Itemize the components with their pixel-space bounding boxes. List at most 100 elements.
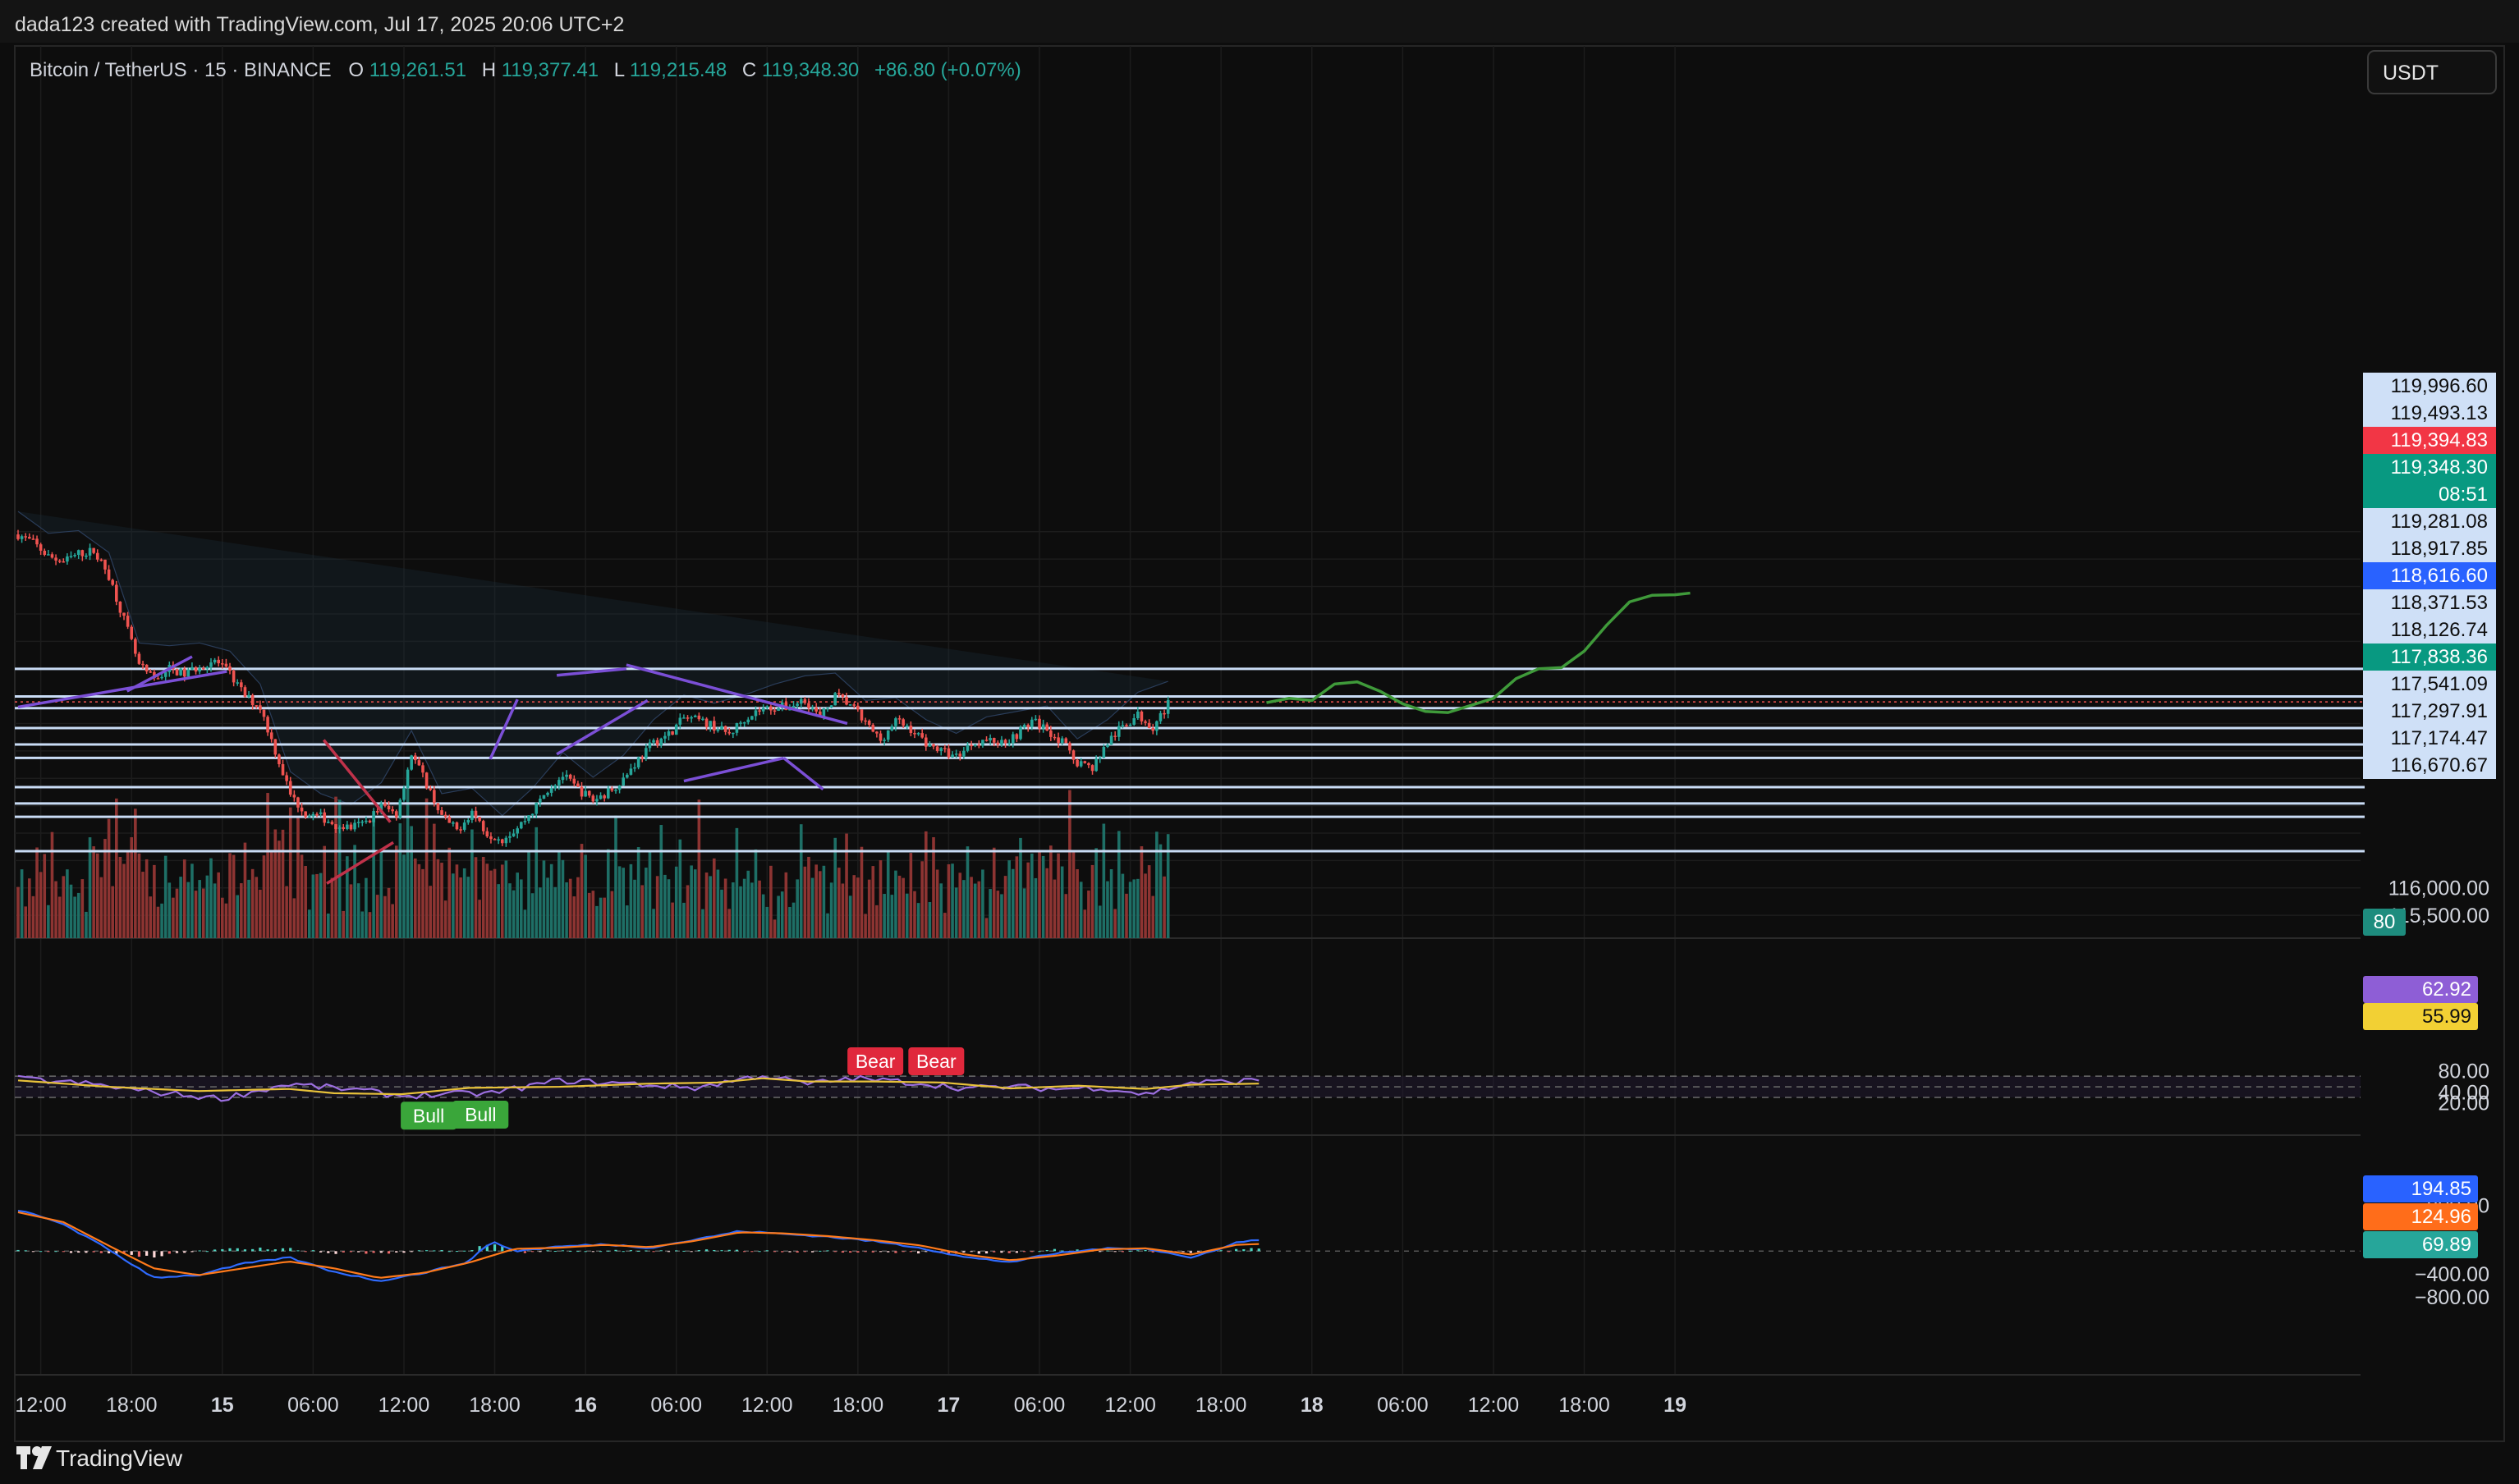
volume-bar: [156, 906, 160, 938]
candle-body: [1140, 711, 1144, 721]
candle-body: [697, 715, 701, 720]
volume-bar: [845, 833, 848, 938]
volume-bar: [810, 877, 814, 938]
trendline[interactable]: [326, 840, 394, 885]
horizontal-levels[interactable]: [15, 667, 2365, 853]
price-label-box: [2363, 427, 2496, 454]
candle-body: [897, 718, 902, 720]
trendline[interactable]: [782, 757, 824, 790]
symbol-legend[interactable]: Bitcoin / TetherUS · 15 · BINANCE O 119,…: [30, 59, 1021, 81]
candle-body: [342, 827, 346, 829]
volume-bar: [886, 850, 890, 938]
volume-bar: [31, 895, 35, 938]
volume-bar: [1132, 879, 1136, 938]
projection-path[interactable]: [1266, 591, 1691, 714]
trendline[interactable]: [683, 756, 784, 783]
volume-bar: [704, 873, 709, 938]
volume-bar: [807, 856, 810, 938]
trendline[interactable]: [556, 698, 649, 756]
candle-body: [447, 817, 452, 823]
trendlines[interactable]: [17, 655, 848, 885]
volume-bar: [1000, 894, 1003, 938]
volume-bar: [88, 837, 92, 938]
macd-histogram-bar: [652, 1251, 655, 1253]
projection-line[interactable]: [1266, 591, 1691, 714]
volume-bar: [561, 859, 565, 938]
macd-histogram-bar: [334, 1251, 337, 1254]
candle-body: [591, 795, 595, 802]
macd-histogram-bar: [697, 1250, 700, 1252]
volume-bar: [379, 849, 383, 938]
time-tick-label: 12:00: [1468, 1394, 1520, 1417]
candle-body: [686, 717, 690, 719]
volume-bar: [141, 872, 145, 938]
macd-histogram-bar: [130, 1251, 133, 1255]
candle-body: [822, 708, 826, 717]
candle-body: [391, 809, 394, 812]
volume-bar: [837, 868, 841, 938]
volume-bar: [916, 903, 920, 938]
candle-body: [648, 742, 652, 749]
macd-tick-label: −400.00: [2415, 1263, 2489, 1286]
currency-button[interactable]: USDT: [2367, 50, 2497, 94]
candle-body: [466, 819, 470, 823]
candle-body: [323, 812, 327, 823]
volume-bar: [481, 856, 485, 938]
volume-bar: [413, 858, 417, 938]
candle-body: [1166, 699, 1170, 714]
macd-histogram-bar: [1015, 1251, 1018, 1253]
trendline[interactable]: [626, 663, 848, 726]
tradingview-footer[interactable]: TradingView: [16, 1445, 183, 1471]
volume-bar: [327, 914, 330, 938]
trendline[interactable]: [17, 670, 227, 709]
volume-bar: [1015, 856, 1019, 938]
macd-histogram-bar: [962, 1251, 966, 1253]
price-label-text: 119,493.13: [2391, 402, 2488, 424]
volume-bar: [130, 837, 134, 938]
volume-bar: [1144, 873, 1147, 938]
volume-bar: [433, 823, 436, 938]
macd-histogram-bar: [425, 1250, 429, 1252]
volume-bar: [633, 879, 636, 938]
trendline[interactable]: [322, 739, 392, 823]
volume-bar: [822, 865, 826, 938]
volume-bar: [1076, 869, 1079, 938]
trendline[interactable]: [556, 666, 627, 677]
candle-body: [478, 817, 481, 822]
macd-histogram-bar: [1136, 1250, 1140, 1252]
candle-body: [379, 803, 383, 813]
macd-histogram-bar: [289, 1248, 292, 1252]
candle-body: [1155, 721, 1159, 731]
volume-bar: [209, 858, 213, 938]
volume-bar: [818, 871, 822, 938]
candle-body: [652, 740, 655, 743]
candle-body: [883, 740, 886, 741]
candle-body: [24, 536, 28, 538]
macd-histogram-bar: [584, 1251, 587, 1253]
candle-body: [568, 774, 572, 779]
candle-body: [217, 659, 220, 664]
volume-bar: [648, 852, 652, 938]
volume-bar: [134, 808, 137, 938]
macd-histogram-bar: [576, 1251, 580, 1253]
candle-body: [769, 706, 773, 711]
candle-body: [599, 795, 603, 799]
candle-body: [1136, 711, 1140, 719]
candle-body: [470, 810, 474, 820]
candle-body: [920, 733, 924, 738]
trendline[interactable]: [126, 655, 193, 693]
candle-body: [894, 718, 897, 726]
macd-histogram-bar: [758, 1251, 761, 1253]
candle-body: [346, 824, 349, 829]
price-label-box: [2363, 589, 2496, 616]
time-axis[interactable]: 12:00 18:00 15 06:00 12:00 18:00 16 06:00 12:00 1…: [15, 1394, 1686, 1417]
volume-bar: [402, 854, 406, 938]
macd-histogram-bar: [629, 1250, 633, 1252]
price-label-text: 08:51: [2439, 483, 2488, 506]
candle-body: [481, 821, 485, 831]
trendline[interactable]: [489, 698, 519, 760]
volume-bar: [546, 877, 549, 938]
candle-body: [118, 601, 122, 613]
macd-histogram-bar: [342, 1251, 345, 1253]
